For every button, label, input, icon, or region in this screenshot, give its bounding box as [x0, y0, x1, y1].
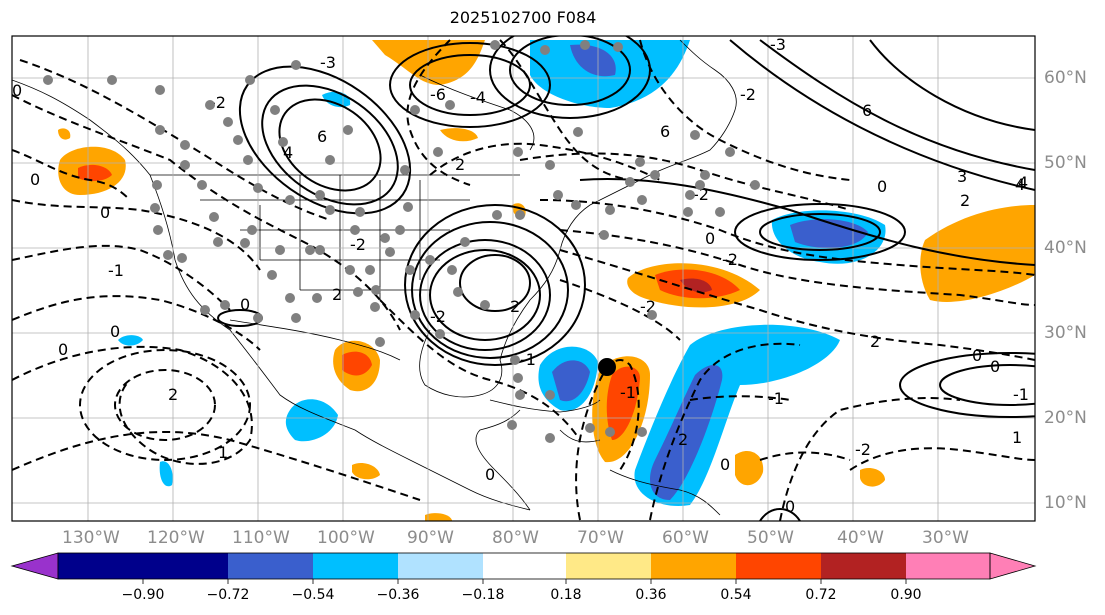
contour-label: 6	[660, 122, 670, 141]
colorbar-bin	[736, 553, 821, 579]
lat-label: 60°N	[1044, 68, 1087, 88]
lon-label: 90°W	[407, 528, 454, 548]
lon-label: 110°W	[232, 528, 290, 548]
colorbar-bin	[313, 553, 398, 579]
colorbar-min-triangle	[10, 552, 59, 580]
contour-label: -2	[740, 85, 756, 104]
colorbar-bin	[651, 553, 736, 579]
contour-label: -1	[108, 261, 124, 280]
dashed-contours	[12, 39, 1035, 521]
lat-label: 30°N	[1044, 323, 1087, 343]
colorbar-bin	[228, 553, 313, 579]
colorbar-bin	[821, 553, 906, 579]
contour-label: -1	[520, 350, 536, 369]
contour-label: 2	[510, 297, 520, 316]
contour-label: -1	[1013, 385, 1029, 404]
lon-label: 80°W	[492, 528, 539, 548]
contour-label: 2	[332, 285, 342, 304]
colorbar	[10, 552, 1037, 584]
contour-label: 0	[720, 455, 730, 474]
contour-label: -6	[430, 85, 446, 104]
contour-label: 6	[862, 101, 872, 120]
contour-label: 2	[168, 385, 178, 404]
contour-label: 6	[317, 127, 327, 146]
colorbar-bin	[398, 553, 483, 579]
contour-labels: -3 2 6 4 -4 -6 -2 0 6 -3 -2 4 2 6 0 -2 3…	[12, 35, 1029, 516]
contour-label: 0	[12, 81, 22, 100]
colorbar-bin	[483, 553, 566, 579]
colorbar-tick-label: 0.36	[635, 587, 667, 603]
colorbar-tick-label: −0.18	[461, 587, 505, 603]
contour-label: 1	[1012, 428, 1022, 447]
lon-label: 120°W	[147, 528, 205, 548]
contour-label: 0	[100, 203, 110, 222]
contour-label: 0	[110, 322, 120, 341]
contour-label: 3	[957, 167, 967, 186]
contour-label: -4	[470, 88, 486, 107]
contour-label: 0	[240, 295, 250, 314]
contour-label: 0	[785, 497, 795, 516]
contour-label: -3	[320, 53, 336, 72]
lon-label: 40°W	[837, 528, 884, 548]
station-dots	[43, 40, 760, 443]
colorbar-bin	[143, 553, 228, 579]
lon-label: 70°W	[577, 528, 624, 548]
contour-label: 2	[678, 430, 688, 449]
contour-label: 0	[30, 170, 40, 189]
contour-label: -2	[350, 235, 366, 254]
colorbar-tick-label: 0.72	[805, 587, 837, 603]
colorbar-bin	[58, 553, 143, 579]
lat-label: 40°N	[1044, 238, 1087, 258]
solid-contours	[217, 36, 1035, 521]
contour-label: -3	[770, 35, 786, 54]
contour-label: -2	[693, 185, 709, 204]
contour-label: -1	[768, 389, 784, 408]
map-title: 2025102700 F084	[449, 8, 597, 27]
contour-label: 4	[1015, 175, 1025, 194]
lon-label: 50°W	[747, 528, 794, 548]
colorbar-max-triangle	[989, 552, 1037, 580]
lat-label: 10°N	[1044, 493, 1087, 513]
colorbar-tick-label: −0.72	[206, 587, 250, 603]
map-grid	[12, 36, 1035, 521]
contour-label: 0	[990, 357, 1000, 376]
contour-label: 4	[1018, 173, 1028, 192]
lon-label: 60°W	[662, 528, 709, 548]
contour-label: -2	[722, 250, 738, 269]
contour-label: 0	[972, 346, 982, 365]
contour-label: 1	[218, 443, 228, 462]
map-frame	[11, 35, 1036, 522]
lat-label: 20°N	[1044, 408, 1087, 428]
contour-label: -2	[430, 307, 446, 326]
contour-label: 0	[485, 465, 495, 484]
colorbar-bin	[566, 553, 651, 579]
colorbar-bin	[906, 553, 990, 579]
lon-label: 100°W	[317, 528, 375, 548]
contour-label: 2	[870, 332, 880, 351]
contour-label: 0	[705, 229, 715, 248]
colorbar-tick-label: −0.36	[376, 587, 420, 603]
colorbar-tick-label: −0.90	[121, 587, 165, 603]
contour-label: -2	[855, 440, 871, 459]
lat-label: 50°N	[1044, 153, 1087, 173]
colorbar-tick-label: 0.18	[550, 587, 582, 603]
lon-label: 130°W	[62, 528, 120, 548]
lon-label: 30°W	[922, 528, 969, 548]
contour-label: 0	[877, 177, 887, 196]
storm-center-marker	[598, 358, 616, 376]
contour-label: 2	[960, 191, 970, 210]
anomaly-fills	[58, 40, 1035, 521]
contour-label: -1	[620, 383, 636, 402]
colorbar-tick-label: 0.54	[720, 587, 752, 603]
colorbar-tick-label: −0.54	[291, 587, 335, 603]
contour-label: 2	[455, 155, 465, 174]
colorbar-tick-label: 0.90	[890, 587, 922, 603]
contour-label: 0	[58, 340, 68, 359]
contour-label: 4	[283, 143, 293, 162]
